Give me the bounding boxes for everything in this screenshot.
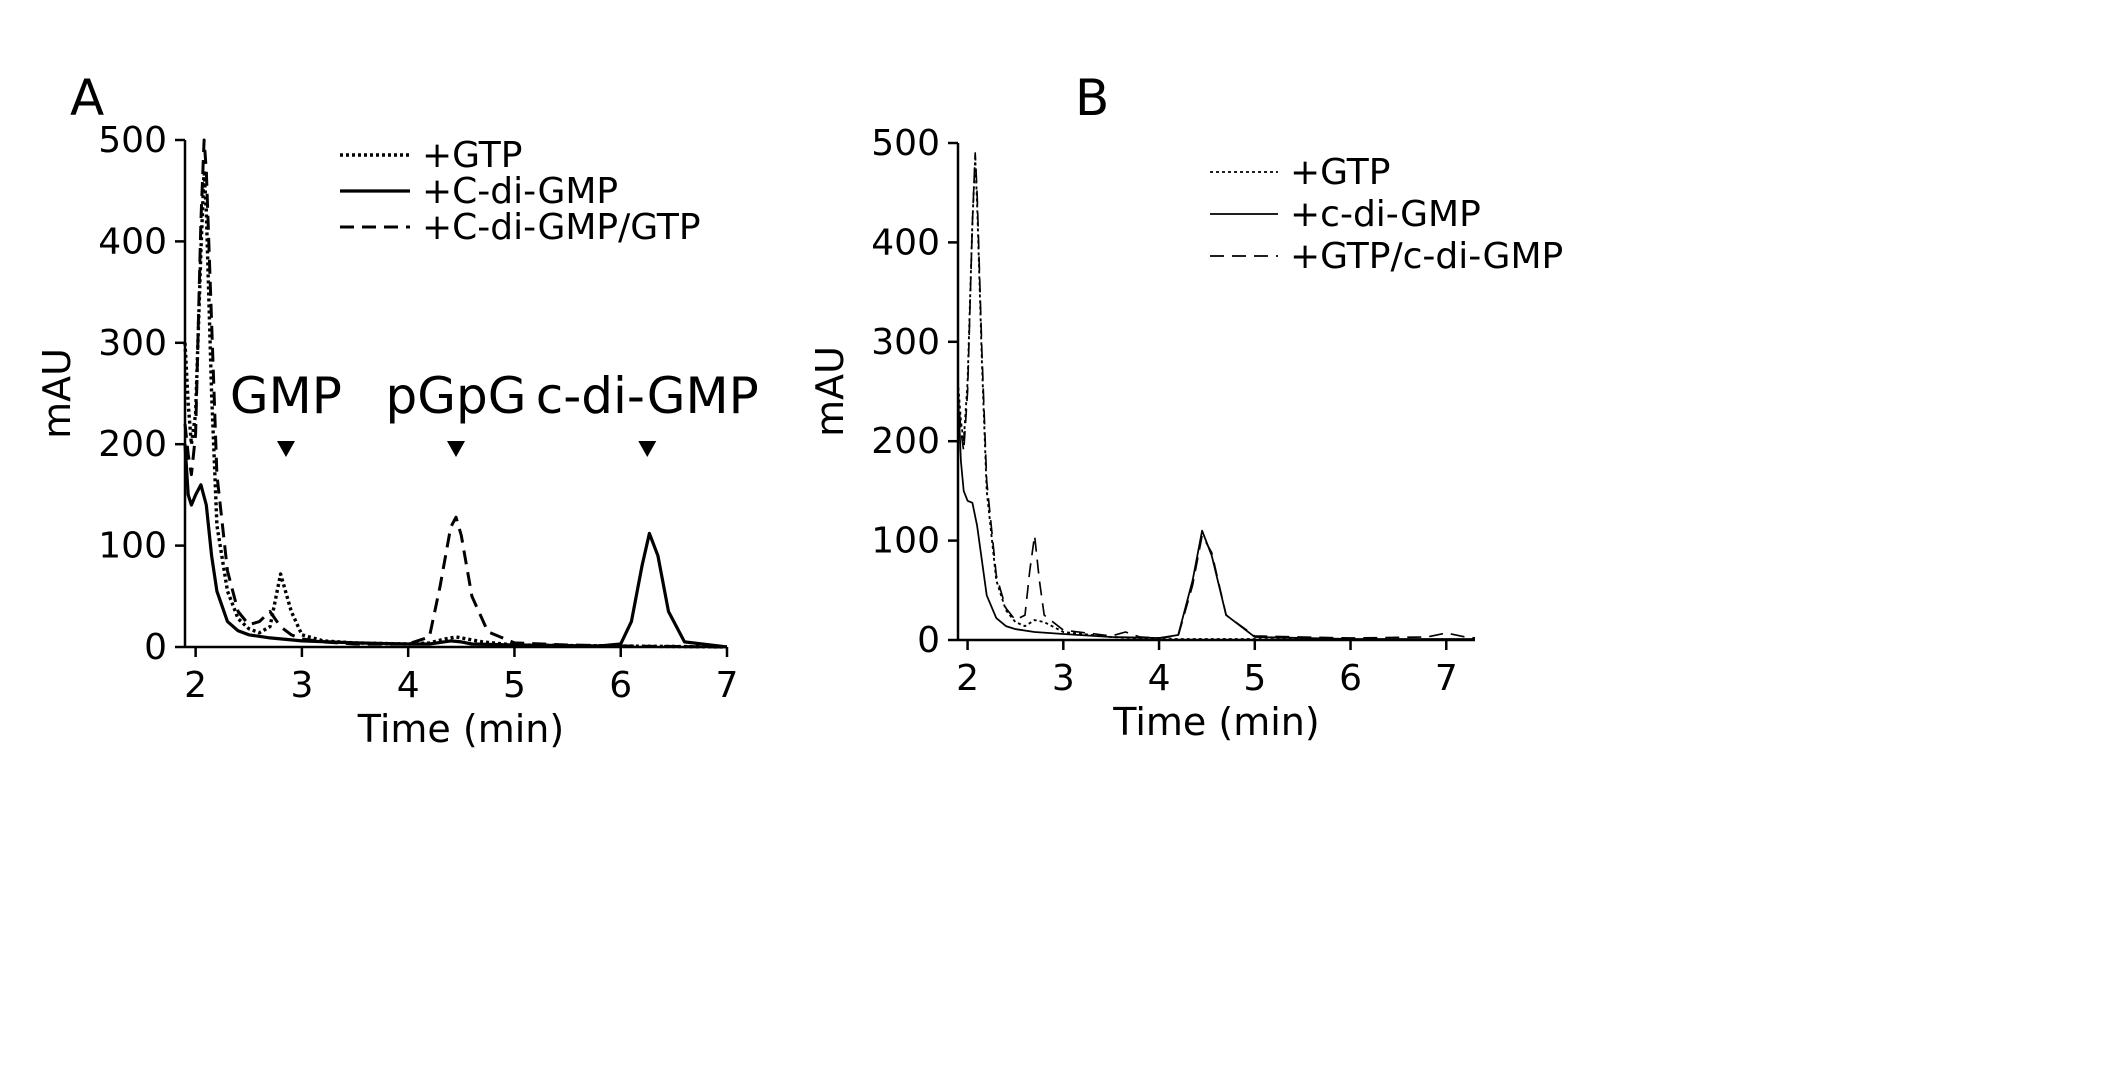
y-tick-label: 200 (98, 424, 167, 465)
x-tick-label: 4 (397, 665, 420, 706)
y-tick-label: 200 (871, 421, 940, 462)
legend-label-1: +GTP (422, 135, 522, 176)
x-tick-label: 5 (503, 665, 526, 706)
y-axis-title: mAU (35, 348, 79, 439)
y-tick-label: 400 (98, 221, 167, 262)
x-tick-label: 6 (1339, 658, 1362, 699)
panel-b-series (957, 152, 1476, 641)
series-line-1 (957, 156, 1475, 641)
panel-b-letter: B (1075, 69, 1109, 127)
y-tick-label: 300 (871, 322, 940, 363)
series-line-2 (957, 391, 1475, 640)
panel-a-legend: +GTP+C-di-GMP+C-di-GMP/GTP (340, 135, 701, 248)
panel-a-annotations: GMP pGpG c-di-GMP (230, 367, 759, 457)
peak-label-2: pGpG (386, 367, 527, 425)
x-tick-label: 2 (184, 665, 207, 706)
panel-a-letter: A (70, 69, 104, 127)
panel-b-legend: +GTP+c-di-GMP+GTP/c-di-GMP (1210, 152, 1563, 277)
peak-marker-3 (638, 441, 657, 457)
x-tick-label: 2 (956, 658, 979, 699)
y-tick-label: 0 (917, 620, 940, 661)
peak-label-1: GMP (230, 367, 342, 425)
panel-a: A 0 100 200 300 400 500 2 3 4 5 6 7 Time (min) mAU GM… (35, 69, 759, 751)
x-tick-label: 5 (1243, 658, 1266, 699)
x-tick-label: 3 (290, 665, 313, 706)
y-tick-label: 500 (98, 120, 167, 161)
y-tick-label: 500 (871, 123, 940, 164)
series-line-2 (183, 444, 728, 649)
x-axis-title: Time (min) (357, 707, 564, 751)
panel-b-axes: 0 100 200 300 400 500 2 3 4 5 6 7 Time (min) mAU (808, 123, 1475, 744)
x-tick-label: 4 (1148, 658, 1171, 699)
series-line-3 (183, 138, 728, 649)
x-axis-title: Time (min) (1112, 700, 1319, 744)
panel-a-axes: 0 100 200 300 400 500 2 3 4 5 6 7 Time (min) mAU (35, 120, 738, 751)
peak-marker-2 (447, 441, 465, 457)
y-tick-label: 100 (871, 521, 940, 562)
legend-label-3: +C-di-GMP/GTP (422, 207, 701, 248)
peak-marker-1 (276, 441, 295, 457)
legend-label-2: +c-di-GMP (1290, 194, 1481, 235)
y-tick-label: 0 (144, 627, 167, 668)
y-axis-title: mAU (808, 346, 852, 437)
y-tick-label: 100 (98, 526, 167, 567)
series-line-3 (957, 152, 1476, 639)
panel-b: B 0 100 200 300 400 500 2 3 4 5 6 7 Time (min) mAU +G… (808, 69, 1563, 744)
legend-label-1: +GTP (1290, 152, 1390, 193)
legend-label-3: +GTP/c-di-GMP (1290, 236, 1563, 277)
x-tick-label: 7 (716, 665, 739, 706)
panel-a-series (183, 138, 728, 649)
y-tick-label: 400 (871, 222, 940, 263)
peak-label-3: c-di-GMP (536, 367, 759, 425)
legend-label-2: +C-di-GMP (422, 171, 618, 212)
y-tick-label: 300 (98, 323, 167, 364)
x-tick-label: 3 (1052, 658, 1075, 699)
x-tick-label: 7 (1435, 658, 1458, 699)
x-tick-label: 6 (609, 665, 632, 706)
